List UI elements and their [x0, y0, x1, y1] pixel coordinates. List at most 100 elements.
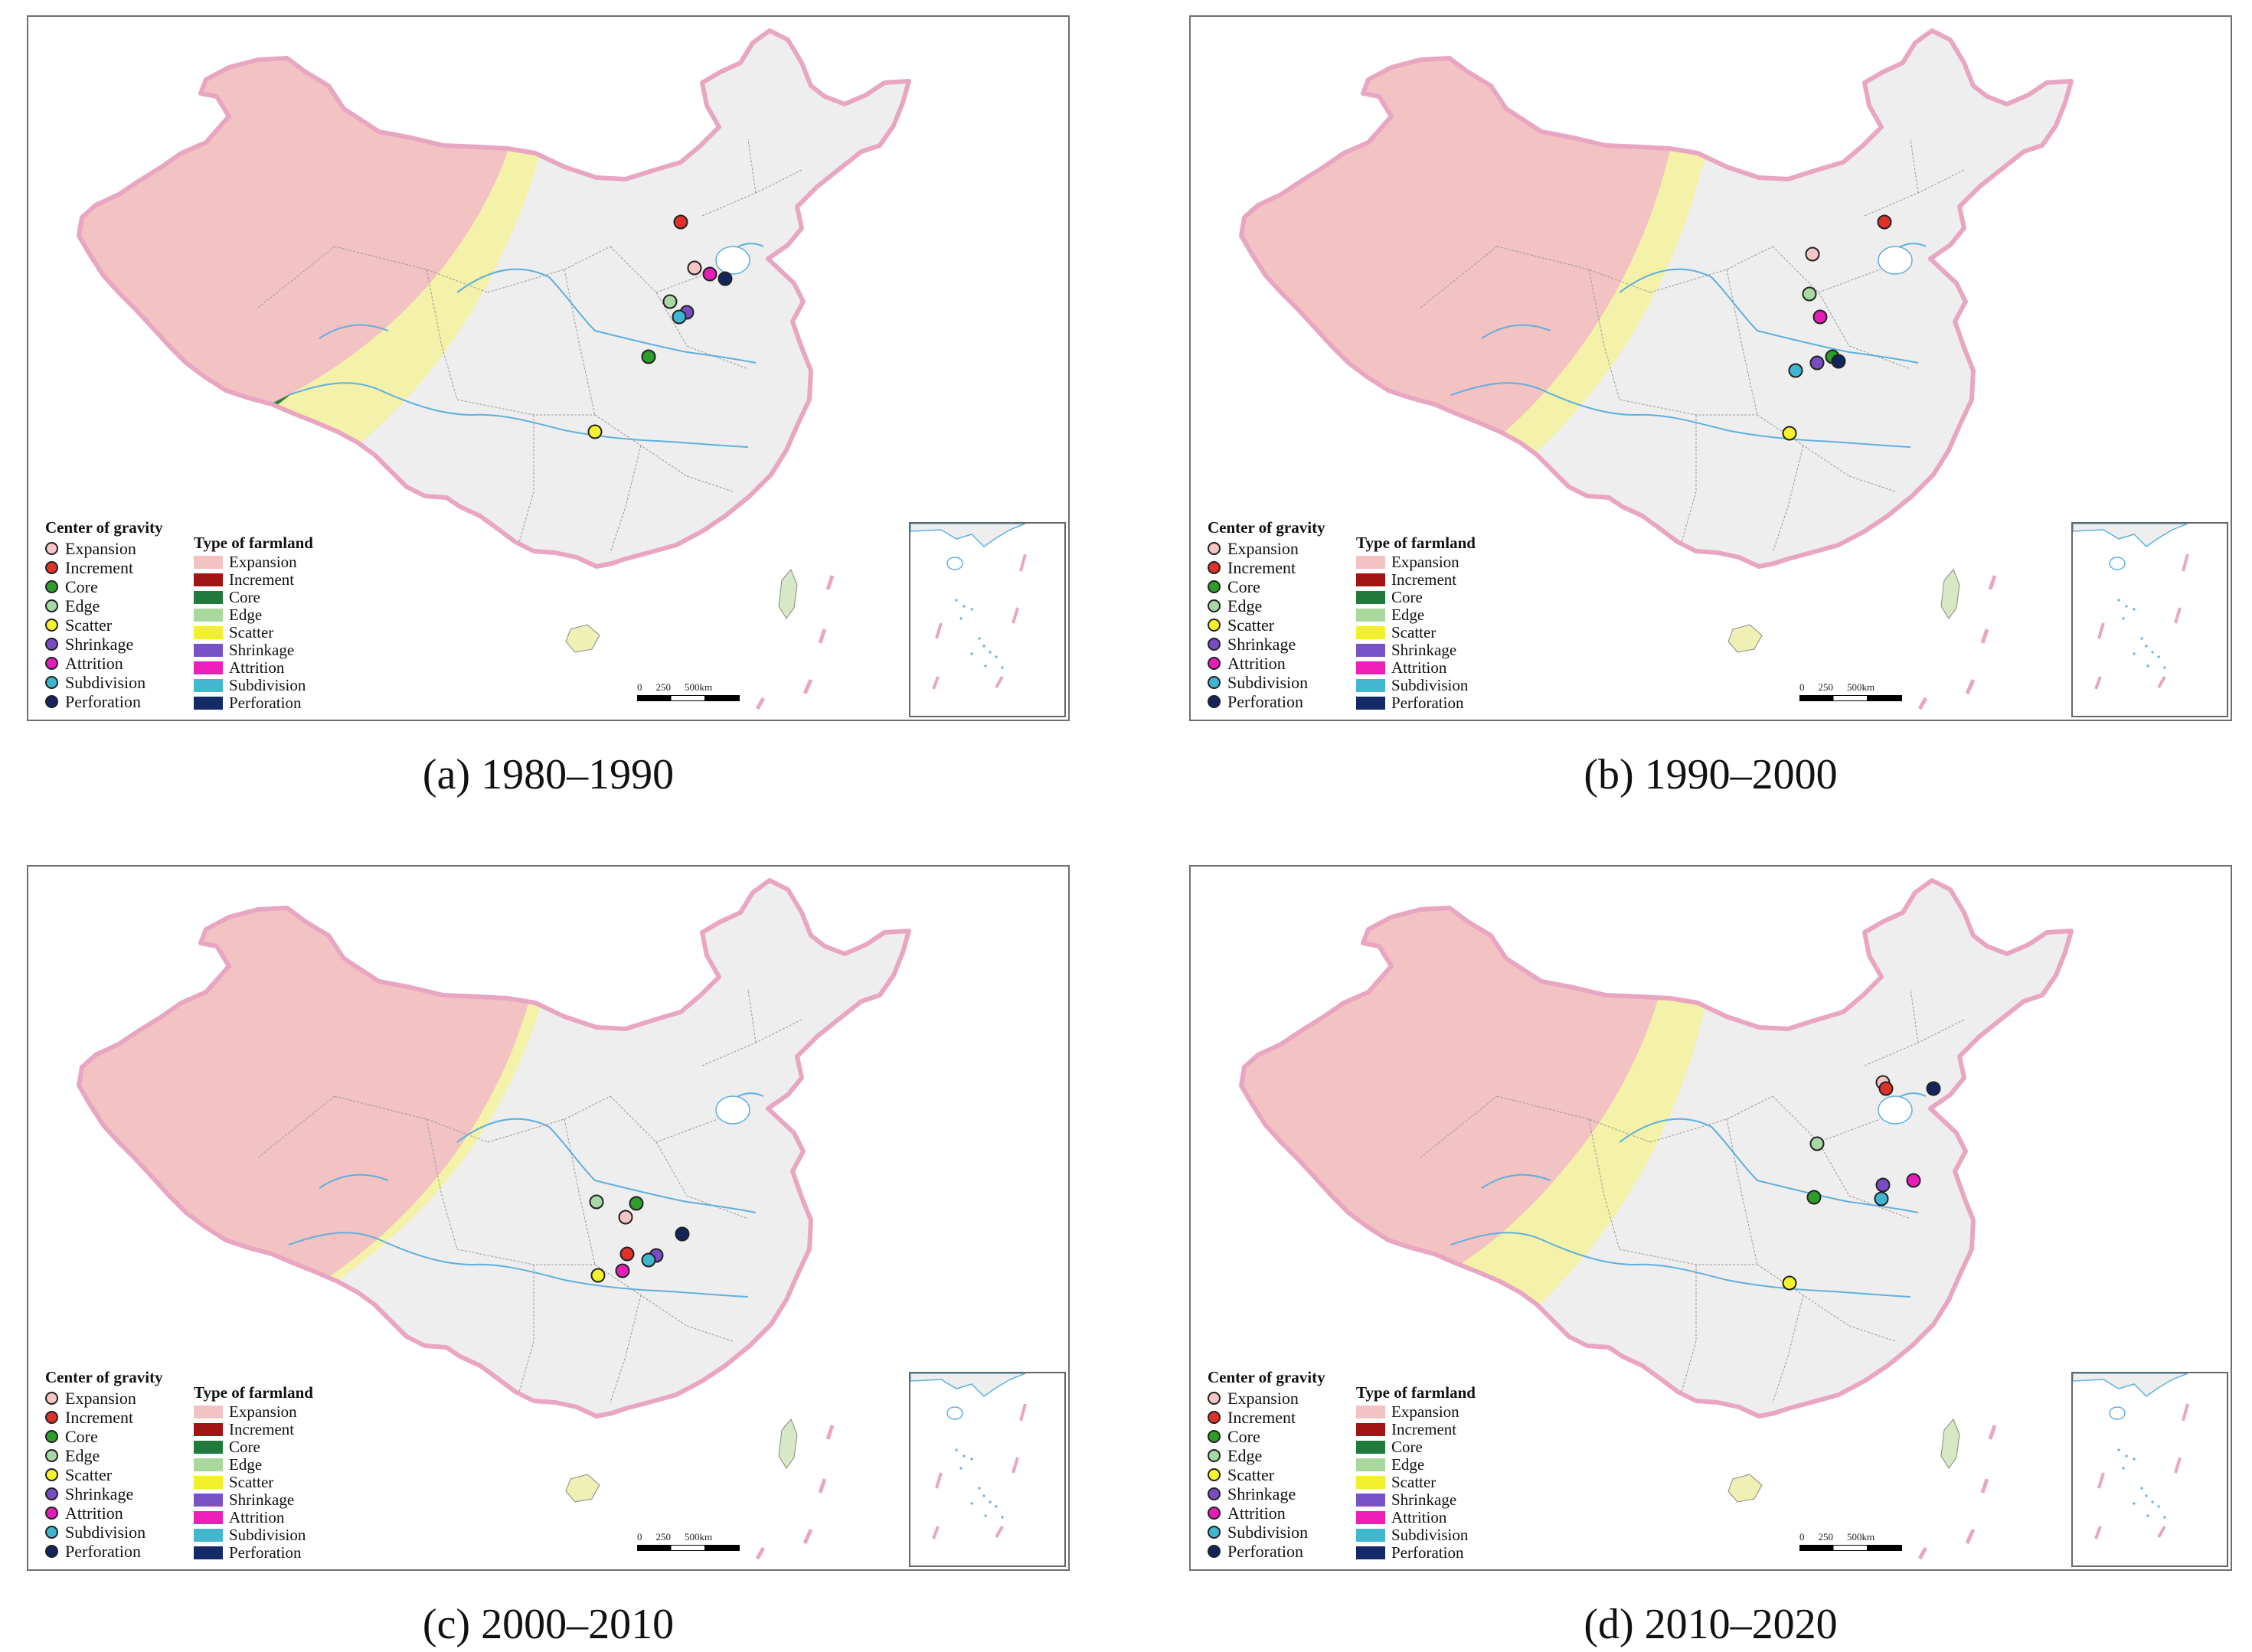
legend-swatch	[194, 1406, 223, 1419]
legend-dot	[45, 695, 58, 708]
legend-item: Shrinkage	[1356, 1491, 1476, 1509]
inset-boundary-mark	[1012, 1457, 1019, 1474]
legend-title: Type of farmland	[194, 534, 313, 552]
inset-island-dot	[982, 1494, 985, 1497]
legend-label: Increment	[1391, 570, 1457, 589]
inset-coast	[910, 524, 1026, 547]
inset-island-dot	[970, 652, 973, 655]
sea-boundary-mark	[1988, 575, 1997, 590]
legend-item: Expansion	[194, 1403, 313, 1421]
province-boundary	[1848, 1195, 1911, 1219]
legend-label: Core	[1227, 577, 1260, 596]
legend-swatch	[194, 1441, 223, 1454]
legend-item: Attrition	[194, 1509, 313, 1526]
legend-swatch	[194, 1494, 223, 1507]
inset-island-dot	[2133, 608, 2136, 611]
hainan-island	[565, 1474, 600, 1503]
legend-label: Shrinkage	[65, 635, 134, 654]
legend-item: Perforation	[45, 692, 163, 711]
river	[288, 382, 749, 448]
legend-item: Scatter	[194, 1474, 313, 1491]
legend-label: Increment	[1391, 1420, 1457, 1438]
gravity-center-shrinkage	[1875, 1177, 1891, 1193]
inset-map	[2073, 524, 2189, 690]
legend-swatch	[1356, 1476, 1385, 1489]
legend-item: Perforation	[1208, 692, 1325, 711]
legend-label: Shrinkage	[229, 1490, 295, 1509]
legend-swatch	[1356, 661, 1385, 674]
legend-item: Attrition	[1356, 1509, 1476, 1526]
river	[1481, 1174, 1551, 1189]
china-map	[1239, 878, 2074, 1560]
province-boundary	[686, 345, 749, 370]
province-boundary	[686, 475, 734, 492]
inset-island-dot	[963, 605, 966, 608]
legend-item: Attrition	[45, 1503, 163, 1523]
gravity-center-scatter	[590, 1268, 606, 1283]
inset-boundary-mark	[1019, 1403, 1027, 1422]
legend-item: Scatter	[1208, 615, 1325, 635]
inset-island-dot	[2151, 651, 2154, 654]
inset-island-dot	[984, 1514, 987, 1517]
legend-label: Perforation	[65, 1542, 141, 1561]
legend-title: Type of farmland	[194, 1383, 313, 1402]
legend-swatch	[1356, 1529, 1385, 1542]
gravity-center-perforation	[717, 271, 733, 286]
legend-swatch	[194, 626, 223, 639]
province-boundary	[1772, 445, 1804, 553]
sea-boundary-mark	[1965, 678, 1976, 695]
legend-item: Subdivision	[45, 673, 163, 692]
legend-dot	[1208, 580, 1221, 593]
legend-title: Center of gravity	[45, 1368, 163, 1386]
legend-item: Subdivision	[194, 1526, 313, 1544]
legend-center-of-gravity: Center of gravity Expansion Increment Core E…	[1208, 1368, 1325, 1561]
legend-dot	[45, 1430, 58, 1443]
legend-label: Attrition	[1227, 654, 1286, 673]
scale-bar: 0 250 500km	[637, 1531, 740, 1551]
legend-label: Edge	[65, 1446, 100, 1465]
legend-label: Expansion	[1227, 1389, 1299, 1408]
legend-item: Shrinkage	[45, 635, 163, 654]
national-border	[1239, 28, 2074, 569]
inset-boundary-mark	[2182, 553, 2189, 572]
legend-label: Attrition	[65, 654, 123, 673]
legend-item: Expansion	[1356, 553, 1476, 571]
province-boundary	[1772, 1295, 1804, 1403]
province-boundary	[747, 139, 757, 194]
gravity-center-edge	[1809, 1136, 1825, 1151]
province-boundary	[1726, 1118, 1758, 1265]
legend-label: Perforation	[1227, 692, 1303, 711]
gravity-center-increment	[619, 1246, 635, 1262]
inset-boundary-mark	[1019, 553, 1027, 572]
legend-dot	[1208, 1392, 1221, 1405]
gravity-center-core	[1806, 1190, 1822, 1205]
legend-swatch	[1356, 591, 1385, 604]
inset-island-dot	[2125, 605, 2128, 608]
river	[319, 324, 389, 339]
legend-swatch	[1356, 609, 1385, 622]
inset-boundary-mark	[1012, 607, 1019, 624]
legend-item: Edge	[1208, 596, 1325, 615]
legend-item: Edge	[1208, 1446, 1325, 1465]
legend-item: Shrinkage	[1356, 642, 1476, 659]
legend-item: Core	[1208, 1427, 1325, 1446]
south-china-sea-inset	[2071, 1372, 2228, 1567]
inset-boundary-mark	[2157, 1526, 2166, 1538]
legend-label: Increment	[229, 570, 295, 589]
river	[1619, 1118, 1919, 1213]
province-boundary	[1420, 246, 1498, 309]
legend-label: Attrition	[1391, 658, 1447, 677]
legend-dot	[45, 542, 58, 555]
panel-caption: (b) 1990–2000	[1584, 751, 1838, 798]
inset-boundary-mark	[932, 1526, 940, 1539]
province-boundary	[1848, 1325, 1896, 1342]
province-boundary	[1680, 415, 1697, 546]
south-china-sea-inset	[2071, 522, 2228, 717]
river	[456, 1118, 757, 1213]
legend-title: Center of gravity	[1208, 1368, 1325, 1386]
legend-item: Shrinkage	[45, 1484, 163, 1503]
legend-label: Edge	[1227, 596, 1263, 615]
inset-coast	[2073, 1373, 2188, 1397]
legend-swatch	[194, 1423, 223, 1436]
sea-boundary-mark	[1917, 1546, 1928, 1560]
